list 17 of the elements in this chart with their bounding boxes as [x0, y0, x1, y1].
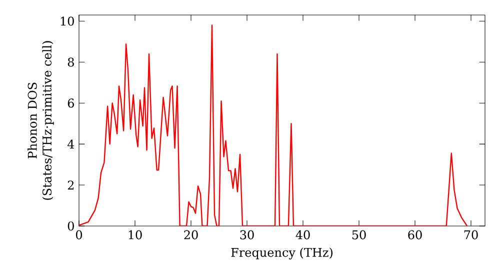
y-tick-label: 6 — [68, 98, 74, 108]
y-tick-label: 2 — [68, 180, 74, 190]
line-series — [79, 24, 468, 226]
x-tick-label: 10 — [128, 230, 142, 240]
x-tick-label: 30 — [240, 230, 254, 240]
x-tick-label: 50 — [352, 230, 366, 240]
x-tick-label: 60 — [408, 230, 422, 240]
x-axis-title: Frequency (THz) — [231, 248, 332, 260]
y-tick-label: 8 — [68, 58, 74, 67]
x-tick-label: 20 — [184, 230, 198, 240]
y-tick-label: 10 — [60, 16, 74, 26]
x-tick-label: 70 — [464, 230, 478, 240]
y-tick-label: 0 — [68, 221, 74, 231]
y-axis-title: Phonon DOS (States/THz·primitive cell) — [28, 41, 54, 200]
x-tick-label: 40 — [296, 230, 310, 240]
y-tick-label: 4 — [67, 140, 74, 149]
x-tick-label: 0 — [76, 230, 82, 240]
